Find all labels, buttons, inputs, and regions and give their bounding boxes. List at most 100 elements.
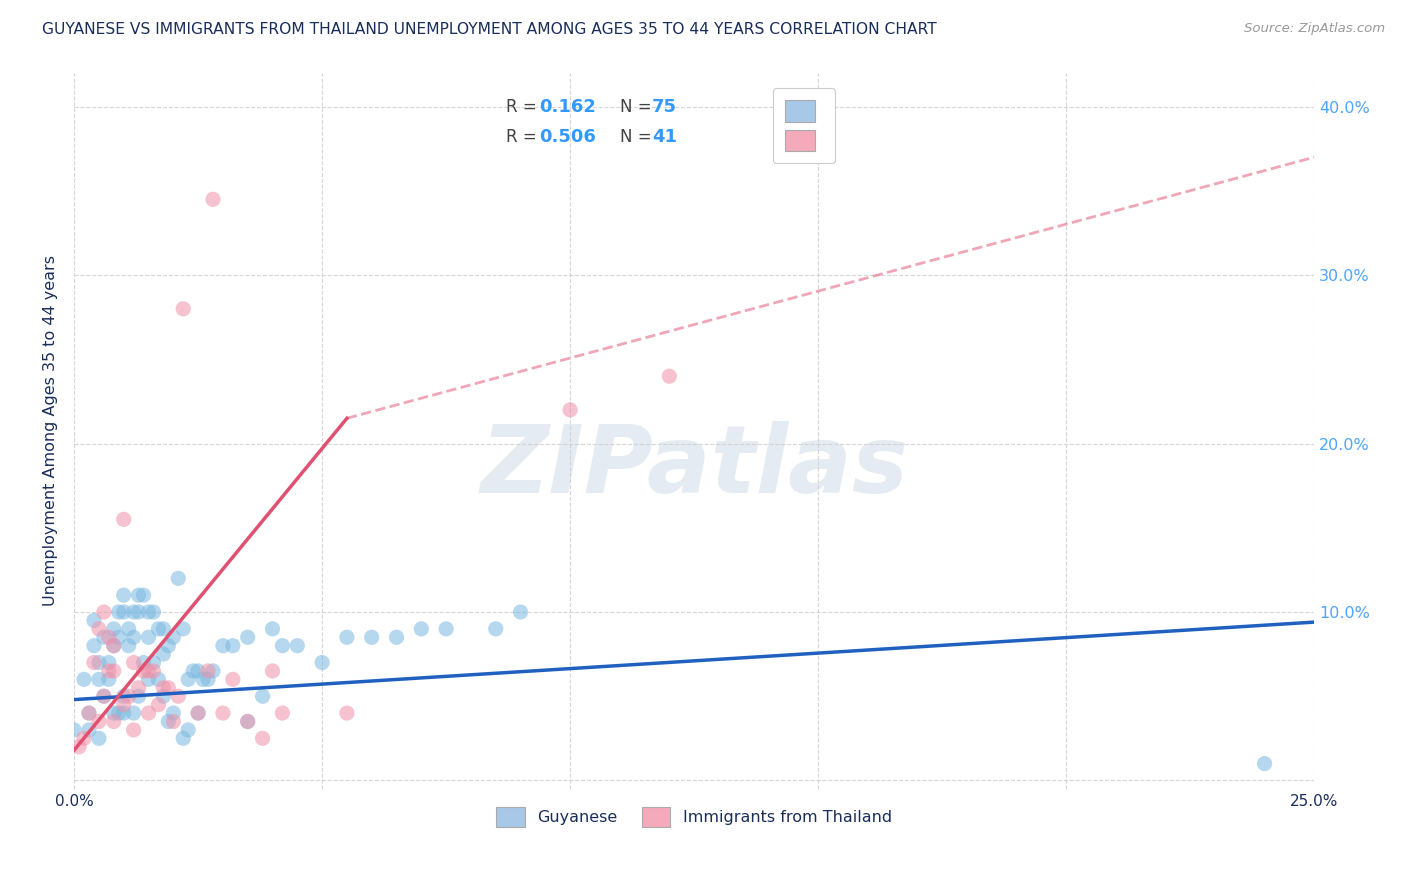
Point — [157, 714, 180, 729]
Point — [172, 731, 194, 746]
Point — [262, 664, 284, 678]
Point — [181, 664, 204, 678]
Point — [187, 706, 209, 720]
Point — [172, 622, 194, 636]
Text: Source: ZipAtlas.com: Source: ZipAtlas.com — [1244, 22, 1385, 36]
Point — [97, 664, 120, 678]
Point — [122, 630, 145, 644]
Point — [142, 605, 165, 619]
Point — [222, 673, 245, 687]
Text: R =: R = — [506, 128, 541, 146]
Point — [77, 723, 100, 737]
Point — [103, 714, 125, 729]
Point — [177, 723, 200, 737]
Point — [122, 706, 145, 720]
Point — [658, 369, 681, 384]
Point — [122, 723, 145, 737]
Point — [411, 622, 433, 636]
Point — [103, 622, 125, 636]
Point — [93, 605, 115, 619]
Point — [222, 639, 245, 653]
Point — [138, 605, 160, 619]
Point — [236, 630, 259, 644]
Point — [73, 673, 96, 687]
Point — [197, 673, 219, 687]
Point — [93, 630, 115, 644]
Point — [336, 630, 359, 644]
Point — [360, 630, 382, 644]
Point — [112, 706, 135, 720]
Point — [103, 639, 125, 653]
Point — [107, 605, 129, 619]
Point — [128, 681, 150, 695]
Point — [103, 639, 125, 653]
Point — [128, 690, 150, 704]
Text: ZIPatlas: ZIPatlas — [479, 421, 908, 513]
Point — [1253, 756, 1275, 771]
Point — [167, 690, 190, 704]
Point — [112, 605, 135, 619]
Point — [152, 690, 174, 704]
Point — [148, 673, 170, 687]
Point — [122, 656, 145, 670]
Legend: Guyanese, Immigrants from Thailand: Guyanese, Immigrants from Thailand — [488, 799, 900, 835]
Point — [271, 706, 294, 720]
Text: 0.506: 0.506 — [538, 128, 596, 146]
Point — [97, 673, 120, 687]
Point — [93, 690, 115, 704]
Point — [485, 622, 508, 636]
Point — [167, 571, 190, 585]
Point — [97, 656, 120, 670]
Text: GUYANESE VS IMMIGRANTS FROM THAILAND UNEMPLOYMENT AMONG AGES 35 TO 44 YEARS CORR: GUYANESE VS IMMIGRANTS FROM THAILAND UNE… — [42, 22, 936, 37]
Point — [152, 647, 174, 661]
Point — [336, 706, 359, 720]
Point — [63, 723, 86, 737]
Point — [132, 656, 155, 670]
Point — [118, 690, 141, 704]
Point — [177, 673, 200, 687]
Point — [87, 673, 110, 687]
Point — [138, 630, 160, 644]
Point — [187, 664, 209, 678]
Point — [93, 690, 115, 704]
Point — [103, 664, 125, 678]
Point — [142, 656, 165, 670]
Point — [112, 690, 135, 704]
Point — [285, 639, 308, 653]
Point — [197, 664, 219, 678]
Point — [107, 630, 129, 644]
Point — [128, 588, 150, 602]
Text: 75: 75 — [652, 97, 676, 116]
Point — [83, 614, 105, 628]
Point — [112, 698, 135, 712]
Point — [83, 639, 105, 653]
Point — [236, 714, 259, 729]
Point — [212, 706, 235, 720]
Point — [187, 706, 209, 720]
Point — [434, 622, 457, 636]
Point — [311, 656, 333, 670]
Point — [162, 706, 184, 720]
Point — [162, 714, 184, 729]
Point — [509, 605, 531, 619]
Point — [103, 706, 125, 720]
Point — [118, 622, 141, 636]
Point — [73, 731, 96, 746]
Point — [172, 301, 194, 316]
Point — [118, 639, 141, 653]
Point — [152, 622, 174, 636]
Point — [112, 512, 135, 526]
Point — [558, 402, 581, 417]
Point — [236, 714, 259, 729]
Point — [252, 731, 274, 746]
Point — [77, 706, 100, 720]
Point — [157, 681, 180, 695]
Point — [152, 681, 174, 695]
Point — [128, 605, 150, 619]
Text: 41: 41 — [652, 128, 676, 146]
Point — [83, 656, 105, 670]
Point — [162, 630, 184, 644]
Point — [87, 731, 110, 746]
Y-axis label: Unemployment Among Ages 35 to 44 years: Unemployment Among Ages 35 to 44 years — [44, 255, 58, 607]
Point — [201, 192, 224, 206]
